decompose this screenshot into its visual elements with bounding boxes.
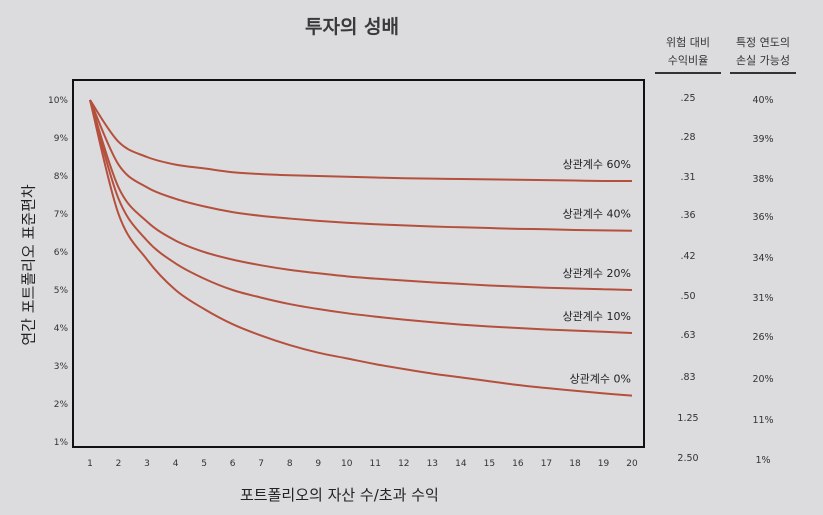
series-label: 상관계수 20% (563, 267, 631, 280)
loss-header-line-1: 특정 연도의 (735, 36, 791, 49)
series-label: 상관계수 10% (563, 310, 631, 323)
y-tick-label: 9% (54, 134, 69, 144)
x-tick-label: 11 (370, 459, 381, 469)
ratio-value: .50 (680, 291, 695, 302)
y-tick-label: 5% (54, 286, 69, 296)
loss-value: 34% (752, 253, 773, 264)
ratio-value: .42 (680, 251, 695, 262)
x-tick-label: 20 (626, 459, 638, 469)
series-line (89, 99, 633, 291)
x-tick-label: 17 (541, 459, 552, 469)
x-tick-label: 9 (315, 459, 321, 469)
y-axis-label: 연간 포트폴리오 표준편차 (19, 184, 38, 346)
series-label: 상관계수 60% (563, 158, 631, 171)
loss-value: 39% (752, 134, 773, 145)
ratio-value: .83 (680, 372, 695, 383)
series-label: 상관계수 40% (563, 208, 631, 221)
loss-column-header: 특정 연도의 손실 가능성 (728, 34, 798, 74)
x-tick-label: 12 (398, 459, 409, 469)
series-line (89, 99, 633, 232)
x-tick-label: 16 (512, 459, 524, 469)
x-tick-label: 10 (341, 459, 353, 469)
ratio-value: .28 (680, 132, 695, 143)
y-tick-label: 6% (54, 248, 69, 258)
x-tick-label: 13 (427, 459, 438, 469)
loss-header-line-2: 손실 가능성 (735, 54, 791, 67)
loss-value: 31% (752, 293, 773, 304)
y-tick-label: 2% (54, 400, 69, 410)
series-line (89, 99, 633, 334)
ratio-value: .31 (680, 172, 695, 183)
x-tick-label: 4 (173, 459, 179, 469)
loss-value: 36% (752, 212, 773, 223)
loss-value: 38% (752, 174, 773, 185)
y-tick-label: 10% (48, 96, 68, 106)
ratio-value: .25 (680, 93, 695, 104)
ratio-value: .36 (680, 210, 695, 221)
loss-value: 26% (752, 332, 773, 343)
loss-value: 40% (752, 95, 773, 106)
y-tick-label: 4% (54, 324, 69, 334)
x-tick-label: 2 (116, 459, 122, 469)
y-tick-label: 3% (54, 362, 69, 372)
ratio-column-header: 위험 대비 수익비율 (653, 34, 723, 74)
loss-header-rule (730, 72, 796, 74)
plot-frame (72, 79, 645, 448)
loss-value: 20% (752, 374, 773, 385)
x-tick-label: 18 (569, 459, 581, 469)
ratio-header-line-1: 위험 대비 (666, 36, 710, 49)
series-line (89, 99, 633, 182)
y-tick-label: 8% (54, 172, 69, 182)
chart-title: 투자의 성배 (305, 16, 400, 38)
ratio-header-rule (655, 72, 721, 74)
x-tick-label: 14 (455, 459, 467, 469)
ratio-value: .63 (680, 330, 695, 341)
x-axis-label: 포트폴리오의 자산 수/초과 수익 (240, 486, 439, 504)
x-tick-label: 15 (484, 459, 495, 469)
y-tick-label: 7% (54, 210, 69, 220)
x-tick-label: 1 (87, 459, 93, 469)
x-tick-label: 8 (287, 459, 293, 469)
y-tick-label: 1% (54, 438, 69, 448)
ratio-header-line-2: 수익비율 (667, 54, 709, 67)
x-tick-label: 19 (598, 459, 610, 469)
x-tick-label: 6 (230, 459, 236, 469)
series-label: 상관계수 0% (570, 373, 631, 386)
loss-value: 1% (755, 455, 770, 466)
x-tick-label: 3 (144, 459, 150, 469)
x-tick-label: 7 (258, 459, 264, 469)
x-tick-label: 5 (201, 459, 207, 469)
ratio-value: 2.50 (677, 453, 698, 464)
ratio-value: 1.25 (677, 413, 698, 424)
series-line (89, 99, 633, 397)
loss-value: 11% (752, 415, 773, 426)
